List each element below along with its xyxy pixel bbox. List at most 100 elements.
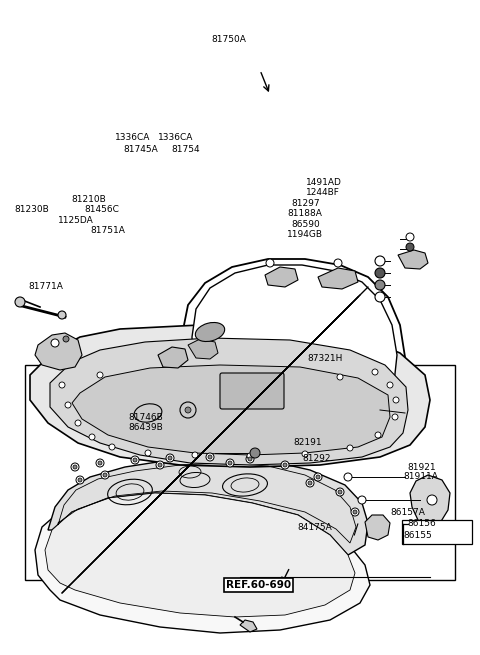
Text: 86590: 86590: [291, 219, 320, 229]
Circle shape: [65, 402, 71, 408]
Text: 81297: 81297: [291, 198, 320, 208]
Circle shape: [338, 490, 342, 494]
Circle shape: [206, 453, 214, 461]
Circle shape: [75, 420, 81, 426]
Circle shape: [208, 455, 212, 459]
Circle shape: [63, 336, 69, 342]
Text: 1125DA: 1125DA: [58, 215, 93, 225]
Circle shape: [250, 448, 260, 458]
Polygon shape: [30, 325, 430, 467]
Text: 86157A: 86157A: [390, 508, 425, 517]
Circle shape: [427, 495, 437, 505]
Circle shape: [283, 463, 287, 467]
Circle shape: [168, 456, 172, 460]
Polygon shape: [318, 268, 358, 289]
Polygon shape: [50, 338, 408, 465]
Polygon shape: [35, 487, 370, 633]
Circle shape: [78, 478, 82, 482]
Circle shape: [192, 452, 198, 458]
Text: 1491AD: 1491AD: [306, 178, 342, 187]
Text: 81188A: 81188A: [287, 209, 322, 218]
Circle shape: [372, 369, 378, 375]
Circle shape: [308, 481, 312, 485]
Polygon shape: [410, 475, 450, 525]
Circle shape: [316, 475, 320, 479]
Text: 81771A: 81771A: [29, 282, 64, 291]
Ellipse shape: [195, 322, 225, 341]
Circle shape: [158, 463, 162, 467]
Text: 1194GB: 1194GB: [287, 230, 323, 239]
Circle shape: [344, 473, 352, 481]
Text: 86156: 86156: [407, 519, 436, 529]
Circle shape: [387, 382, 393, 388]
Circle shape: [353, 510, 357, 514]
Circle shape: [133, 458, 137, 462]
Circle shape: [375, 256, 385, 266]
Circle shape: [375, 268, 385, 278]
Circle shape: [247, 453, 253, 459]
Circle shape: [281, 461, 289, 469]
Circle shape: [97, 372, 103, 378]
Bar: [25, 365, 455, 580]
Circle shape: [185, 407, 191, 413]
Circle shape: [131, 456, 139, 464]
Circle shape: [71, 463, 79, 471]
Circle shape: [248, 457, 252, 461]
Circle shape: [306, 479, 314, 487]
Circle shape: [406, 243, 414, 251]
Text: 81751A: 81751A: [90, 226, 125, 235]
Circle shape: [166, 454, 174, 462]
Polygon shape: [72, 365, 390, 455]
Circle shape: [156, 461, 164, 469]
Circle shape: [406, 233, 414, 241]
Text: 81911A: 81911A: [403, 472, 438, 481]
Polygon shape: [365, 515, 390, 540]
Polygon shape: [48, 458, 368, 555]
FancyBboxPatch shape: [220, 373, 284, 409]
Polygon shape: [45, 493, 355, 617]
Circle shape: [246, 455, 254, 463]
Polygon shape: [265, 267, 298, 287]
Polygon shape: [398, 250, 428, 269]
Text: 81746B: 81746B: [129, 413, 163, 422]
Text: 81745A: 81745A: [124, 145, 158, 154]
Text: 81921: 81921: [407, 462, 436, 472]
Circle shape: [336, 488, 344, 496]
Circle shape: [337, 374, 343, 380]
Circle shape: [73, 465, 77, 469]
Circle shape: [109, 444, 115, 450]
Text: 81750A: 81750A: [211, 35, 246, 44]
Text: REF.60-690: REF.60-690: [226, 580, 291, 590]
Text: 84175A: 84175A: [298, 523, 332, 532]
Text: 86439B: 86439B: [129, 423, 163, 432]
Circle shape: [375, 292, 385, 302]
Polygon shape: [35, 333, 82, 370]
Circle shape: [351, 508, 359, 516]
Circle shape: [58, 311, 66, 319]
Circle shape: [103, 473, 107, 477]
Circle shape: [89, 434, 95, 440]
Text: 81292: 81292: [302, 454, 331, 463]
Text: 81210B: 81210B: [71, 195, 106, 204]
Circle shape: [266, 259, 274, 267]
Circle shape: [375, 280, 385, 290]
Circle shape: [226, 459, 234, 467]
Circle shape: [145, 450, 151, 456]
Circle shape: [393, 397, 399, 403]
Circle shape: [392, 414, 398, 420]
Text: 1336CA: 1336CA: [115, 133, 151, 142]
Circle shape: [302, 451, 308, 457]
Circle shape: [51, 339, 59, 347]
Circle shape: [59, 382, 65, 388]
Circle shape: [76, 476, 84, 484]
Polygon shape: [192, 265, 397, 429]
Circle shape: [15, 297, 25, 307]
Polygon shape: [158, 347, 188, 368]
Polygon shape: [240, 620, 257, 632]
FancyBboxPatch shape: [402, 520, 472, 544]
Text: 81230B: 81230B: [14, 205, 49, 214]
Text: 87321H: 87321H: [307, 354, 343, 364]
Circle shape: [314, 473, 322, 481]
Circle shape: [375, 432, 381, 438]
Text: 82191: 82191: [294, 438, 323, 447]
